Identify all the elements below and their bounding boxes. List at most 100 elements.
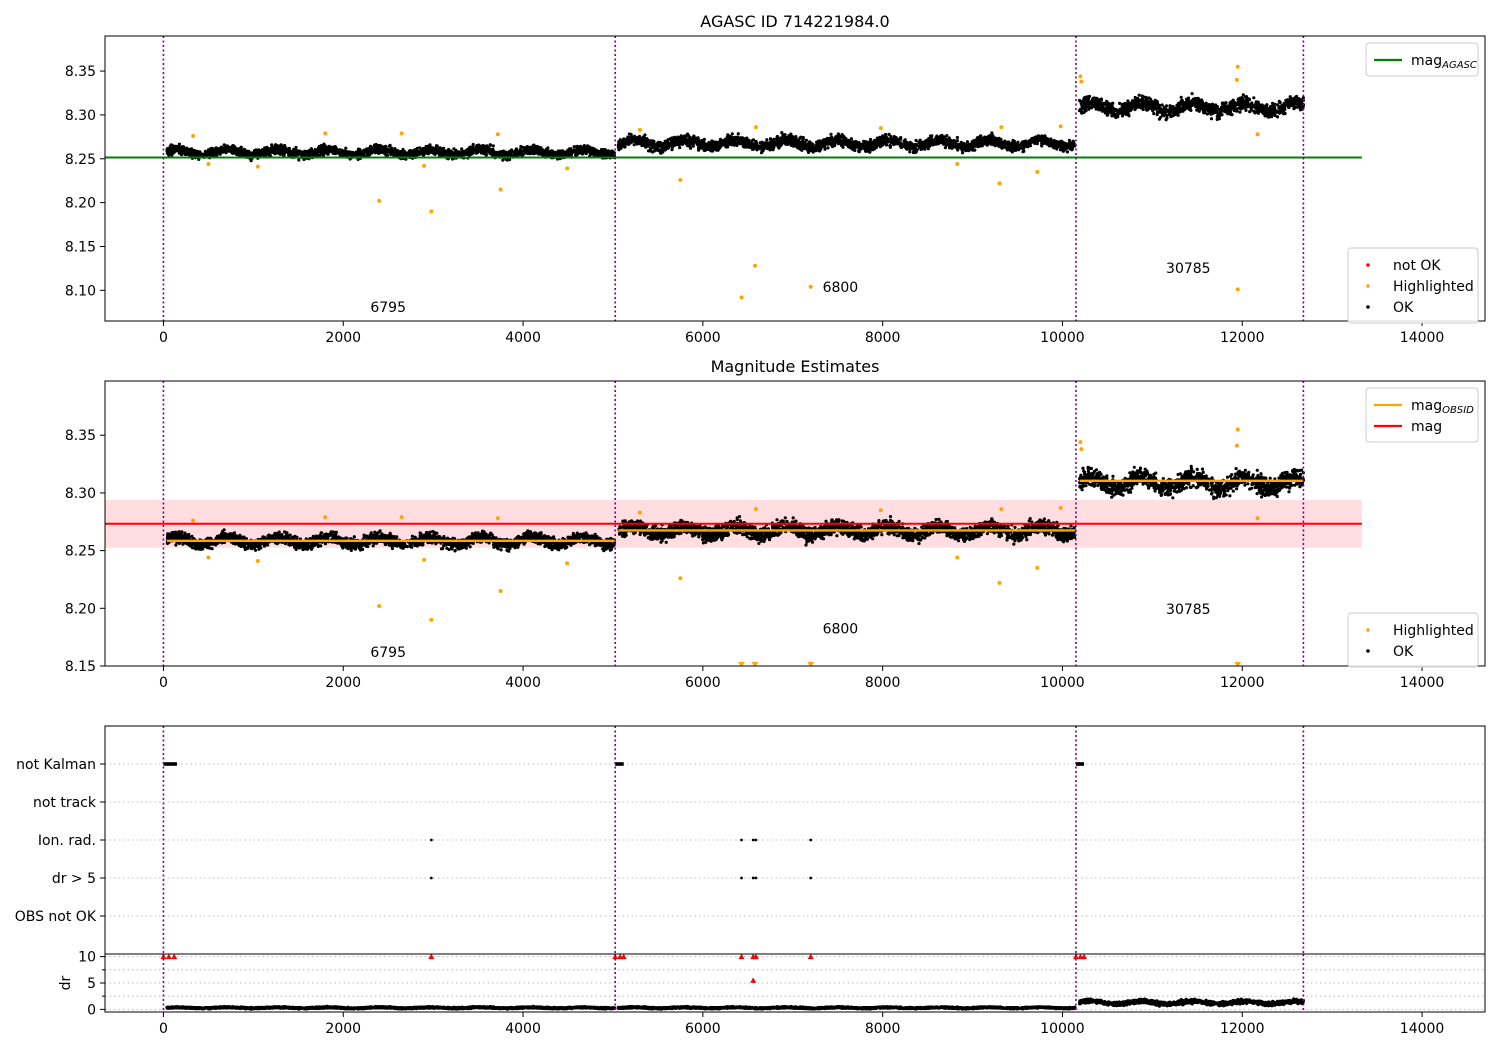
- top-ok-point: [516, 150, 520, 154]
- top-ok-point: [857, 147, 861, 151]
- top-ok-point: [323, 144, 327, 148]
- top-ok-point: [923, 147, 927, 151]
- top-ok-point: [804, 138, 809, 142]
- top-ok-point: [374, 147, 378, 151]
- top-ok-point: [606, 149, 610, 153]
- top-ok-point: [706, 144, 711, 148]
- top-ok-point: [297, 152, 301, 156]
- top-ok-point: [257, 152, 261, 156]
- top-ok-point: [736, 132, 740, 136]
- top-ok-point: [518, 147, 522, 151]
- top-ok-point: [376, 144, 380, 148]
- top-ok-point: [727, 141, 731, 145]
- top-ok-point: [992, 143, 996, 147]
- top-ok-point: [696, 143, 700, 147]
- top-ok-point: [1020, 142, 1024, 146]
- top-ok-point: [253, 149, 257, 153]
- top-ok-point: [673, 135, 677, 139]
- top-ok-point: [775, 134, 779, 139]
- top-ok-point: [951, 143, 955, 147]
- top-ok-point: [782, 140, 786, 145]
- top-ok-point: [988, 134, 992, 138]
- top-ok-point: [491, 147, 495, 152]
- top-ok-point: [860, 143, 864, 148]
- top-ok-point: [282, 145, 286, 149]
- top-ok-point: [460, 151, 464, 156]
- top-ok-point: [943, 146, 948, 150]
- top-ok-point: [684, 134, 688, 138]
- top-ok-point: [435, 149, 439, 153]
- top-ok-point: [203, 149, 207, 153]
- top-ok-point: [318, 154, 322, 158]
- top-ok-point: [971, 145, 975, 150]
- top-ok-point: [326, 152, 330, 156]
- top-ok-point: [1058, 145, 1063, 149]
- top-ok-point: [815, 144, 820, 148]
- top-ok-point: [260, 153, 264, 157]
- top-ok-point: [828, 141, 832, 145]
- top-ok-point: [421, 149, 426, 153]
- top-ok-point: [208, 149, 212, 153]
- top-ok-point: [607, 152, 611, 156]
- top-ok-point: [205, 151, 209, 156]
- top-ok-point: [471, 145, 475, 149]
- top-ok-point: [420, 152, 424, 156]
- top-ok-point: [998, 137, 1002, 141]
- top-ok-point: [663, 148, 668, 152]
- top-ok-point: [449, 152, 453, 156]
- top-ok-point: [487, 149, 491, 153]
- top-ok-point: [627, 132, 632, 136]
- top-ok-point: [170, 149, 174, 153]
- top-ok-point: [328, 146, 332, 150]
- top-ok-point: [219, 148, 223, 152]
- top-ok-point: [488, 143, 492, 147]
- top-ok-point: [481, 151, 485, 155]
- top-ok-point: [788, 139, 792, 143]
- top-ok-point: [287, 151, 291, 155]
- top-ok-point: [279, 151, 283, 155]
- top-ok-point: [585, 149, 589, 153]
- top-ok-point: [740, 142, 744, 146]
- top-ok-point: [777, 137, 781, 141]
- top-ok-point: [238, 152, 242, 156]
- top-ok-point: [225, 144, 229, 148]
- top-ok-point: [897, 137, 901, 141]
- top-ok-point: [338, 152, 343, 156]
- top-ok-point: [185, 151, 189, 155]
- top-ok-point: [509, 148, 514, 152]
- top-ok-point: [728, 134, 732, 138]
- top-ok-point: [399, 150, 403, 154]
- top-ok-point: [332, 145, 336, 149]
- top-ok-point: [735, 141, 740, 146]
- top-ok-point: [471, 142, 475, 147]
- top-ok-point: [926, 141, 930, 145]
- top-ok-point: [991, 138, 995, 142]
- top-ok-point: [484, 153, 488, 157]
- top-ok-point: [197, 157, 201, 161]
- top-ok-point: [798, 136, 802, 140]
- top-ok-point: [524, 146, 529, 150]
- top-ok-point: [568, 151, 573, 155]
- top-panel-title: AGASC ID 714221984.0: [700, 12, 889, 31]
- top-ok-point: [867, 146, 871, 150]
- top-ok-point: [302, 151, 306, 155]
- top-ok-point: [588, 149, 592, 153]
- top-ok-point: [660, 148, 664, 152]
- top-ok-point: [1044, 138, 1048, 143]
- top-ok-point: [448, 149, 452, 153]
- top-ok-point: [620, 142, 624, 146]
- top-ok-point: [540, 149, 544, 153]
- top-ok-point: [548, 149, 553, 153]
- top-ok-point: [823, 147, 827, 151]
- top-ok-point: [851, 142, 855, 146]
- top-ok-point: [763, 141, 767, 145]
- top-ok-point: [765, 138, 769, 142]
- top-ok-point: [334, 150, 338, 154]
- top-ok-point: [818, 149, 822, 153]
- top-ok-point: [696, 139, 700, 144]
- top-ok-point: [808, 140, 812, 144]
- top-ok-point: [584, 146, 589, 150]
- top-ok-point: [854, 139, 858, 144]
